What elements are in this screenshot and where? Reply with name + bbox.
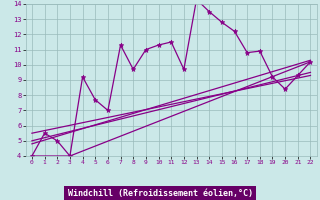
Text: Windchill (Refroidissement éolien,°C): Windchill (Refroidissement éolien,°C) — [68, 189, 252, 198]
